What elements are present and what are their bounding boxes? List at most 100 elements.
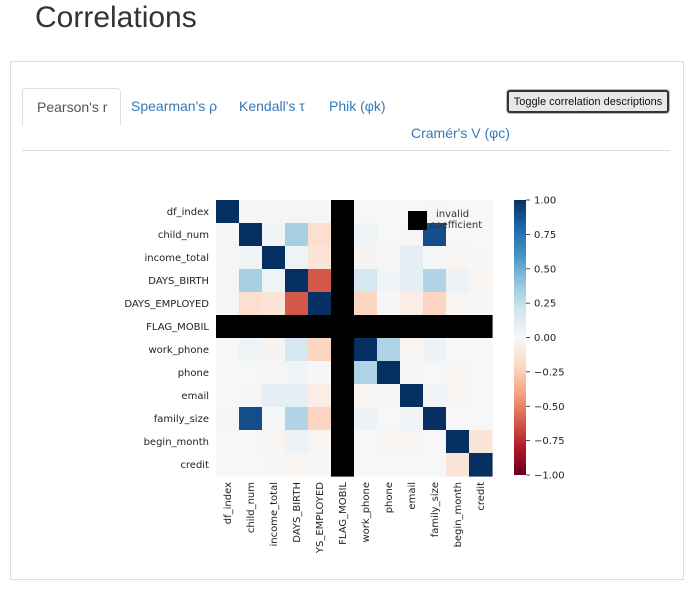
heatmap-cell: [285, 338, 309, 362]
toggle-descriptions-button[interactable]: Toggle correlation descriptions: [507, 90, 669, 113]
heatmap-cell: [216, 223, 240, 247]
heatmap-cell: [262, 246, 286, 270]
heatmap-cell: [377, 453, 401, 477]
heatmap-cell: [354, 269, 378, 293]
heatmap-cell: [216, 338, 240, 362]
heatmap-cell: [239, 315, 263, 339]
heatmap-cell: [400, 407, 424, 431]
heatmap-cell: [308, 453, 332, 477]
heatmap-cell: [423, 361, 447, 385]
heatmap-cell: [423, 292, 447, 316]
x-tick-label: FLAG_MOBIL: [338, 482, 349, 545]
colorbar-tick-label: 0.75: [534, 230, 556, 241]
heatmap-cell: [377, 292, 401, 316]
colorbar-tick-label: 0.25: [534, 299, 556, 310]
heatmap-cell: [308, 407, 332, 431]
colorbar-tick-label: −0.75: [534, 436, 565, 447]
x-tick-label: income_total: [269, 482, 280, 547]
page-title: Correlations: [35, 1, 197, 34]
heatmap-cell: [469, 292, 493, 316]
colorbar-tick-label: −0.25: [534, 367, 565, 378]
heatmap-cell: [262, 361, 286, 385]
heatmap-cell: [446, 407, 470, 431]
tab-pearson[interactable]: Pearson's r: [22, 88, 122, 126]
colorbar: [514, 200, 526, 475]
y-tick-label: email: [181, 391, 209, 402]
heatmap-cell: [446, 223, 470, 247]
heatmap-cell: [308, 246, 332, 270]
heatmap-cell: [262, 407, 286, 431]
heatmap-cell: [216, 315, 240, 339]
heatmap-cell: [239, 269, 263, 293]
invalid-legend-label-2: coefficient: [430, 220, 482, 231]
heatmap-cell: [400, 453, 424, 477]
heatmap-cell: [354, 246, 378, 270]
heatmap-cell: [377, 338, 401, 362]
heatmap-cell: [354, 384, 378, 408]
heatmap-cell: [308, 361, 332, 385]
heatmap-cell: [446, 200, 470, 224]
heatmap-cell: [331, 246, 355, 270]
heatmap-cell: [400, 384, 424, 408]
x-tick-label: YS_EMPLOYED: [315, 482, 326, 554]
heatmap-cell: [446, 430, 470, 454]
heatmap-cell: [331, 269, 355, 293]
heatmap-cell: [239, 246, 263, 270]
heatmap-cell: [469, 453, 493, 477]
heatmap-cell: [469, 384, 493, 408]
heatmap-cell: [423, 338, 447, 362]
colorbar-tick-label: 0.50: [534, 264, 556, 275]
heatmap-cell: [446, 384, 470, 408]
heatmap-cell: [446, 246, 470, 270]
heatmap-cell: [285, 200, 309, 224]
y-tick-label: phone: [178, 368, 209, 379]
heatmap-cell: [239, 430, 263, 454]
x-tick-label: child_num: [246, 482, 257, 533]
heatmap-cell: [423, 200, 447, 224]
heatmap-cell: [354, 315, 378, 339]
tab-kendall[interactable]: Kendall's τ: [239, 98, 305, 114]
heatmap-cell: [285, 223, 309, 247]
heatmap-cell: [469, 361, 493, 385]
heatmap-cell: [446, 269, 470, 293]
heatmap-cell: [285, 361, 309, 385]
heatmap-cell: [354, 200, 378, 224]
tab-cramers-v[interactable]: Cramér's V (φc): [411, 125, 510, 141]
heatmap-cell: [308, 430, 332, 454]
colorbar-tick-label: −0.50: [534, 402, 565, 413]
x-tick-label: work_phone: [361, 482, 372, 543]
heatmap-cell: [400, 246, 424, 270]
heatmap-cell: [469, 223, 493, 247]
heatmap-cell: [446, 338, 470, 362]
heatmap-cell: [331, 384, 355, 408]
heatmap-cell: [285, 269, 309, 293]
heatmap-cell: [262, 315, 286, 339]
heatmap-cell: [354, 361, 378, 385]
heatmap-cell: [469, 315, 493, 339]
heatmap-cell: [331, 292, 355, 316]
heatmap-cell: [216, 361, 240, 385]
heatmap-cell: [377, 384, 401, 408]
heatmap-cell: [469, 407, 493, 431]
heatmap-cell: [423, 223, 447, 247]
heatmap-cell: [423, 246, 447, 270]
x-tick-label: credit: [476, 482, 487, 511]
heatmap-cell: [216, 269, 240, 293]
x-tick-label: email: [407, 482, 418, 510]
heatmap-cell: [469, 200, 493, 224]
heatmap-cell: [423, 453, 447, 477]
heatmap-cell: [446, 361, 470, 385]
heatmap-cell: [308, 292, 332, 316]
correlation-tabs: Pearson's r Spearman's ρ Kendall's τ Phi…: [22, 88, 670, 151]
heatmap-cell: [216, 292, 240, 316]
heatmap-cell: [331, 315, 355, 339]
heatmap-cell: [469, 338, 493, 362]
tab-spearman[interactable]: Spearman's ρ: [131, 98, 218, 114]
heatmap-cell: [377, 407, 401, 431]
heatmap-cell: [377, 269, 401, 293]
heatmap-cell: [285, 292, 309, 316]
tab-phik[interactable]: Phik (φk): [329, 98, 386, 114]
heatmap-cell: [308, 200, 332, 224]
heatmap-cell: [377, 246, 401, 270]
